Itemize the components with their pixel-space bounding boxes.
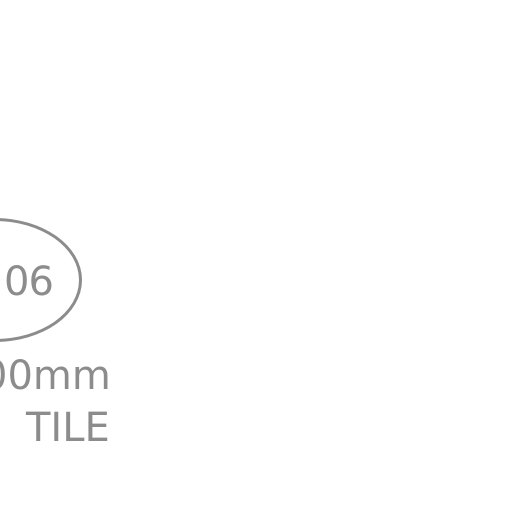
tile-material-label: TILE bbox=[26, 405, 110, 451]
callout-number: 06 bbox=[4, 259, 54, 305]
tile-size-label: 00mm bbox=[0, 353, 111, 399]
